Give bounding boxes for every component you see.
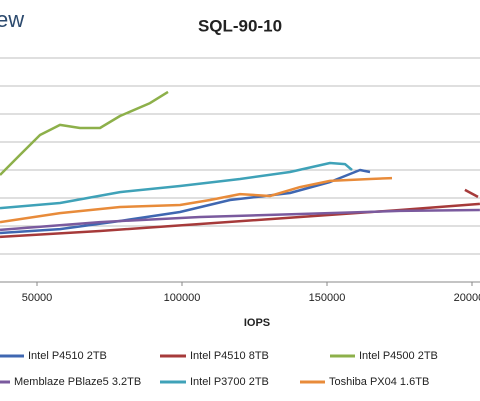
x-tick-label: 50000 (22, 292, 53, 304)
series-line (0, 208, 480, 232)
legend-label: Toshiba PX04 1.6TB (329, 376, 429, 388)
legend-label: Intel P4510 8TB (190, 350, 269, 362)
legend-label: Intel P4510 2TB (28, 350, 107, 362)
series-line (0, 202, 480, 239)
series-line (0, 161, 353, 210)
series-line (0, 168, 371, 235)
chart-title: SQL-90-10 (198, 16, 282, 35)
logo-text: ew (0, 7, 24, 32)
legend-label: Intel P4500 2TB (359, 350, 438, 362)
x-tick-label: 150000 (309, 292, 346, 304)
legend-label: Intel P3700 2TB (190, 376, 269, 388)
series-line (0, 90, 169, 176)
series-line (0, 176, 393, 224)
legend-label: Memblaze PBlaze5 3.2TB (14, 376, 141, 388)
x-axis-label: IOPS (244, 317, 270, 329)
x-tick-label: 200000 (454, 292, 480, 304)
series-line (464, 188, 479, 199)
x-tick-label: 100000 (164, 292, 201, 304)
